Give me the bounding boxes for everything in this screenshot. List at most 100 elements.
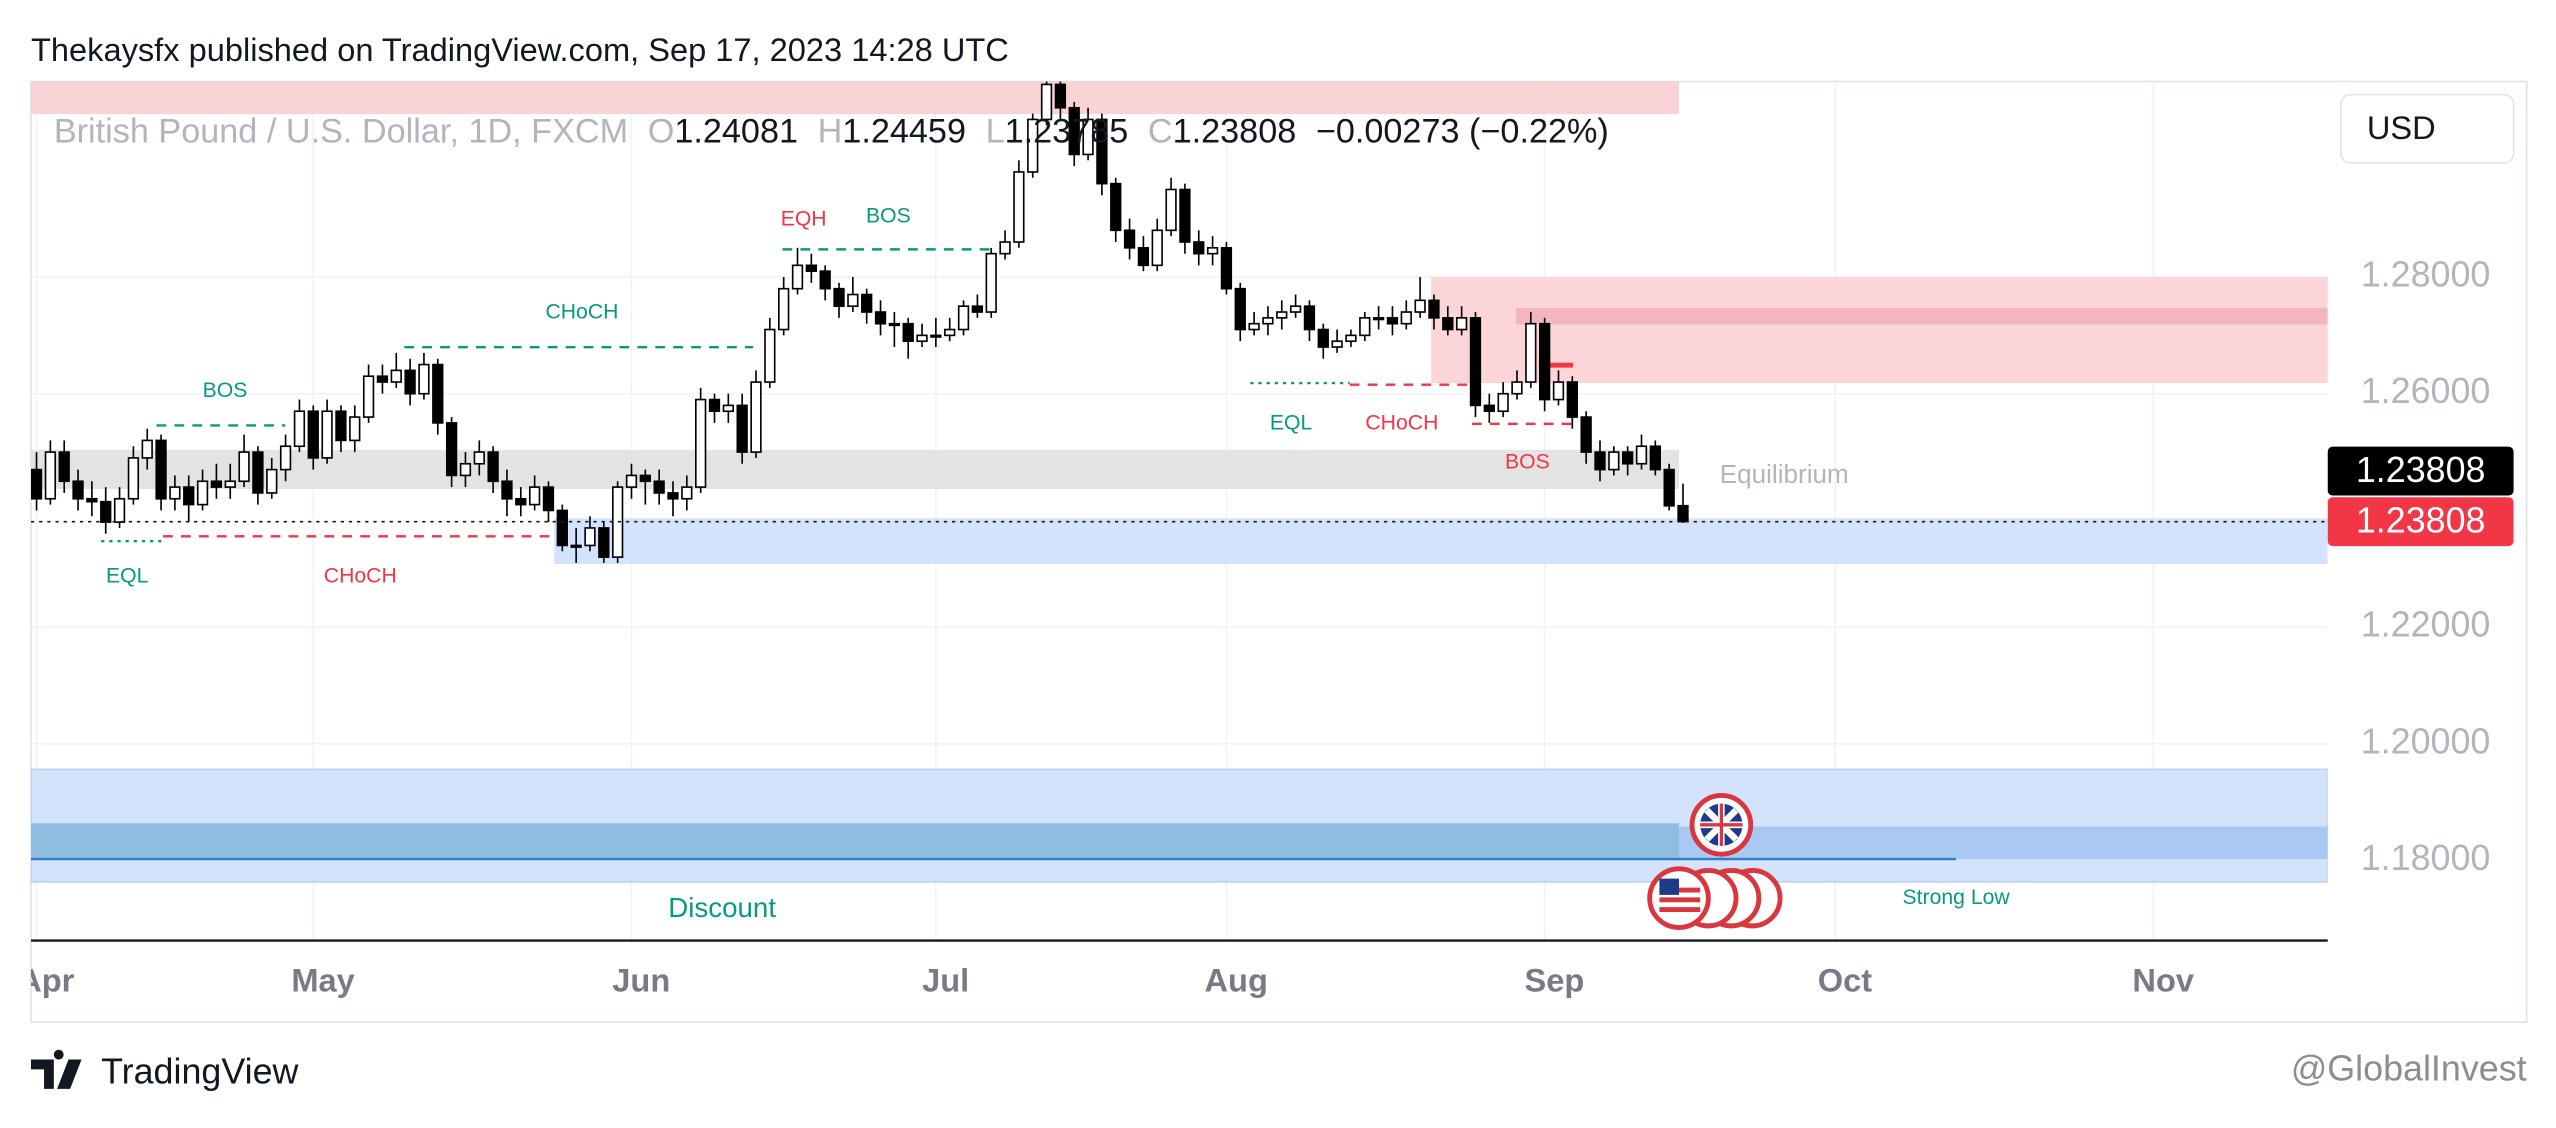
candle-body (1622, 451, 1634, 465)
candle-body (708, 398, 721, 413)
candle-body (1110, 182, 1122, 232)
candle-body (1303, 305, 1316, 331)
candle-body (501, 480, 513, 500)
candle-body (1566, 381, 1578, 418)
candle-body (1040, 83, 1053, 121)
candle-body (985, 252, 997, 313)
annotation: EQH (781, 208, 827, 231)
candle-body (1151, 229, 1163, 267)
ohlc-value: 1.23785 (1005, 113, 1129, 151)
candle-body (681, 486, 693, 500)
header: Thekaysfx published on TradingView.com, … (31, 31, 1009, 68)
x-tick-label: May (291, 962, 354, 999)
last-price-badge-bg (2327, 497, 2514, 547)
candle-body (1635, 445, 1648, 465)
brand-logo (31, 1049, 82, 1089)
last-price-badge: 1.23808 (2356, 501, 2486, 541)
candle-body (127, 457, 140, 500)
zone-label: Equilibrium (1720, 459, 1849, 489)
candle-body (31, 468, 43, 500)
candle-body (1193, 241, 1205, 255)
candle-body (819, 270, 831, 290)
candle-body (1331, 340, 1343, 348)
demand-zone (554, 518, 2328, 564)
candle-body (639, 474, 651, 483)
candle-body (1123, 229, 1136, 249)
x-tick-label: Nov (2132, 962, 2194, 999)
candle-body (805, 264, 818, 272)
candle-body (1082, 118, 1094, 156)
annotation: EQL (106, 565, 149, 588)
candle-body (473, 451, 485, 465)
candle-body (1027, 118, 1039, 173)
candle-body (1594, 451, 1606, 471)
candle-body (542, 486, 555, 512)
close-badge: 1.23808 (2356, 450, 2486, 490)
x-tick-label: Apr (18, 962, 74, 999)
ohlc-key: L (986, 113, 1005, 151)
candle-body (432, 363, 444, 424)
x-tick-label: Jun (612, 962, 670, 999)
candle-body (266, 468, 278, 494)
ohlc-key: H (818, 113, 843, 151)
candle-body (1608, 451, 1620, 471)
candle-body (58, 451, 70, 483)
candle-body (1649, 445, 1661, 471)
candle-body (362, 375, 375, 418)
annotations: EQH BOS CHoCH BOS EQL CHoCH EQL CHoCH BO… (106, 204, 2010, 922)
candle-body (459, 462, 472, 477)
candle-body (750, 381, 762, 453)
y-tick-label: 1.26000 (2361, 371, 2491, 411)
candle-body (999, 241, 1011, 255)
close-badge-bg (2327, 446, 2514, 496)
y-tick-label: 1.28000 (2361, 254, 2491, 294)
candle-body (293, 410, 306, 448)
candle-body (1455, 317, 1468, 331)
candle-body (1013, 171, 1025, 243)
candle-body (113, 497, 126, 523)
candle-body (307, 410, 319, 459)
candle-body (155, 439, 167, 500)
annotation: BOS (866, 204, 911, 227)
x-tick-label: Oct (1818, 962, 1872, 999)
us-canton (1659, 878, 1679, 895)
candle-body (1359, 317, 1371, 337)
candle-body (584, 527, 596, 547)
candle-body (404, 369, 416, 395)
candle-body (957, 305, 970, 331)
candle-body (196, 480, 209, 506)
candle-body (1248, 322, 1260, 331)
candle-body (874, 311, 887, 325)
candle-body (100, 500, 112, 523)
candle-body (349, 416, 361, 442)
annotation: CHoCH (1365, 411, 1438, 434)
candle-body (1663, 468, 1675, 507)
candle-body (210, 480, 223, 488)
candle-body (1538, 322, 1551, 401)
annotation: EQL (1270, 411, 1313, 434)
candle-body (335, 410, 347, 442)
candle-body (598, 527, 610, 558)
candle-body (778, 287, 790, 331)
annotation: BOS (203, 379, 248, 402)
candle-body (1525, 322, 1537, 383)
candle-body (487, 451, 499, 483)
annotation: CHoCH (324, 565, 397, 588)
zone-label: Discount (668, 892, 776, 923)
brand-name: TradingView (101, 1052, 298, 1092)
candle-body (238, 451, 250, 483)
change: −0.00273 (−0.22%) (1316, 113, 1609, 151)
candle-body (971, 305, 984, 313)
candle-body (736, 404, 748, 453)
candle-body (861, 293, 873, 313)
candle-body (169, 486, 181, 500)
candle-body (1179, 188, 1191, 243)
candle-body (653, 480, 665, 494)
currency[interactable]: USD (2367, 109, 2436, 146)
candle-body (722, 404, 734, 413)
premium-zone (31, 81, 1679, 115)
zones (31, 81, 2328, 883)
currency-button[interactable] (2339, 93, 2515, 164)
supply-zone (1431, 277, 2328, 384)
